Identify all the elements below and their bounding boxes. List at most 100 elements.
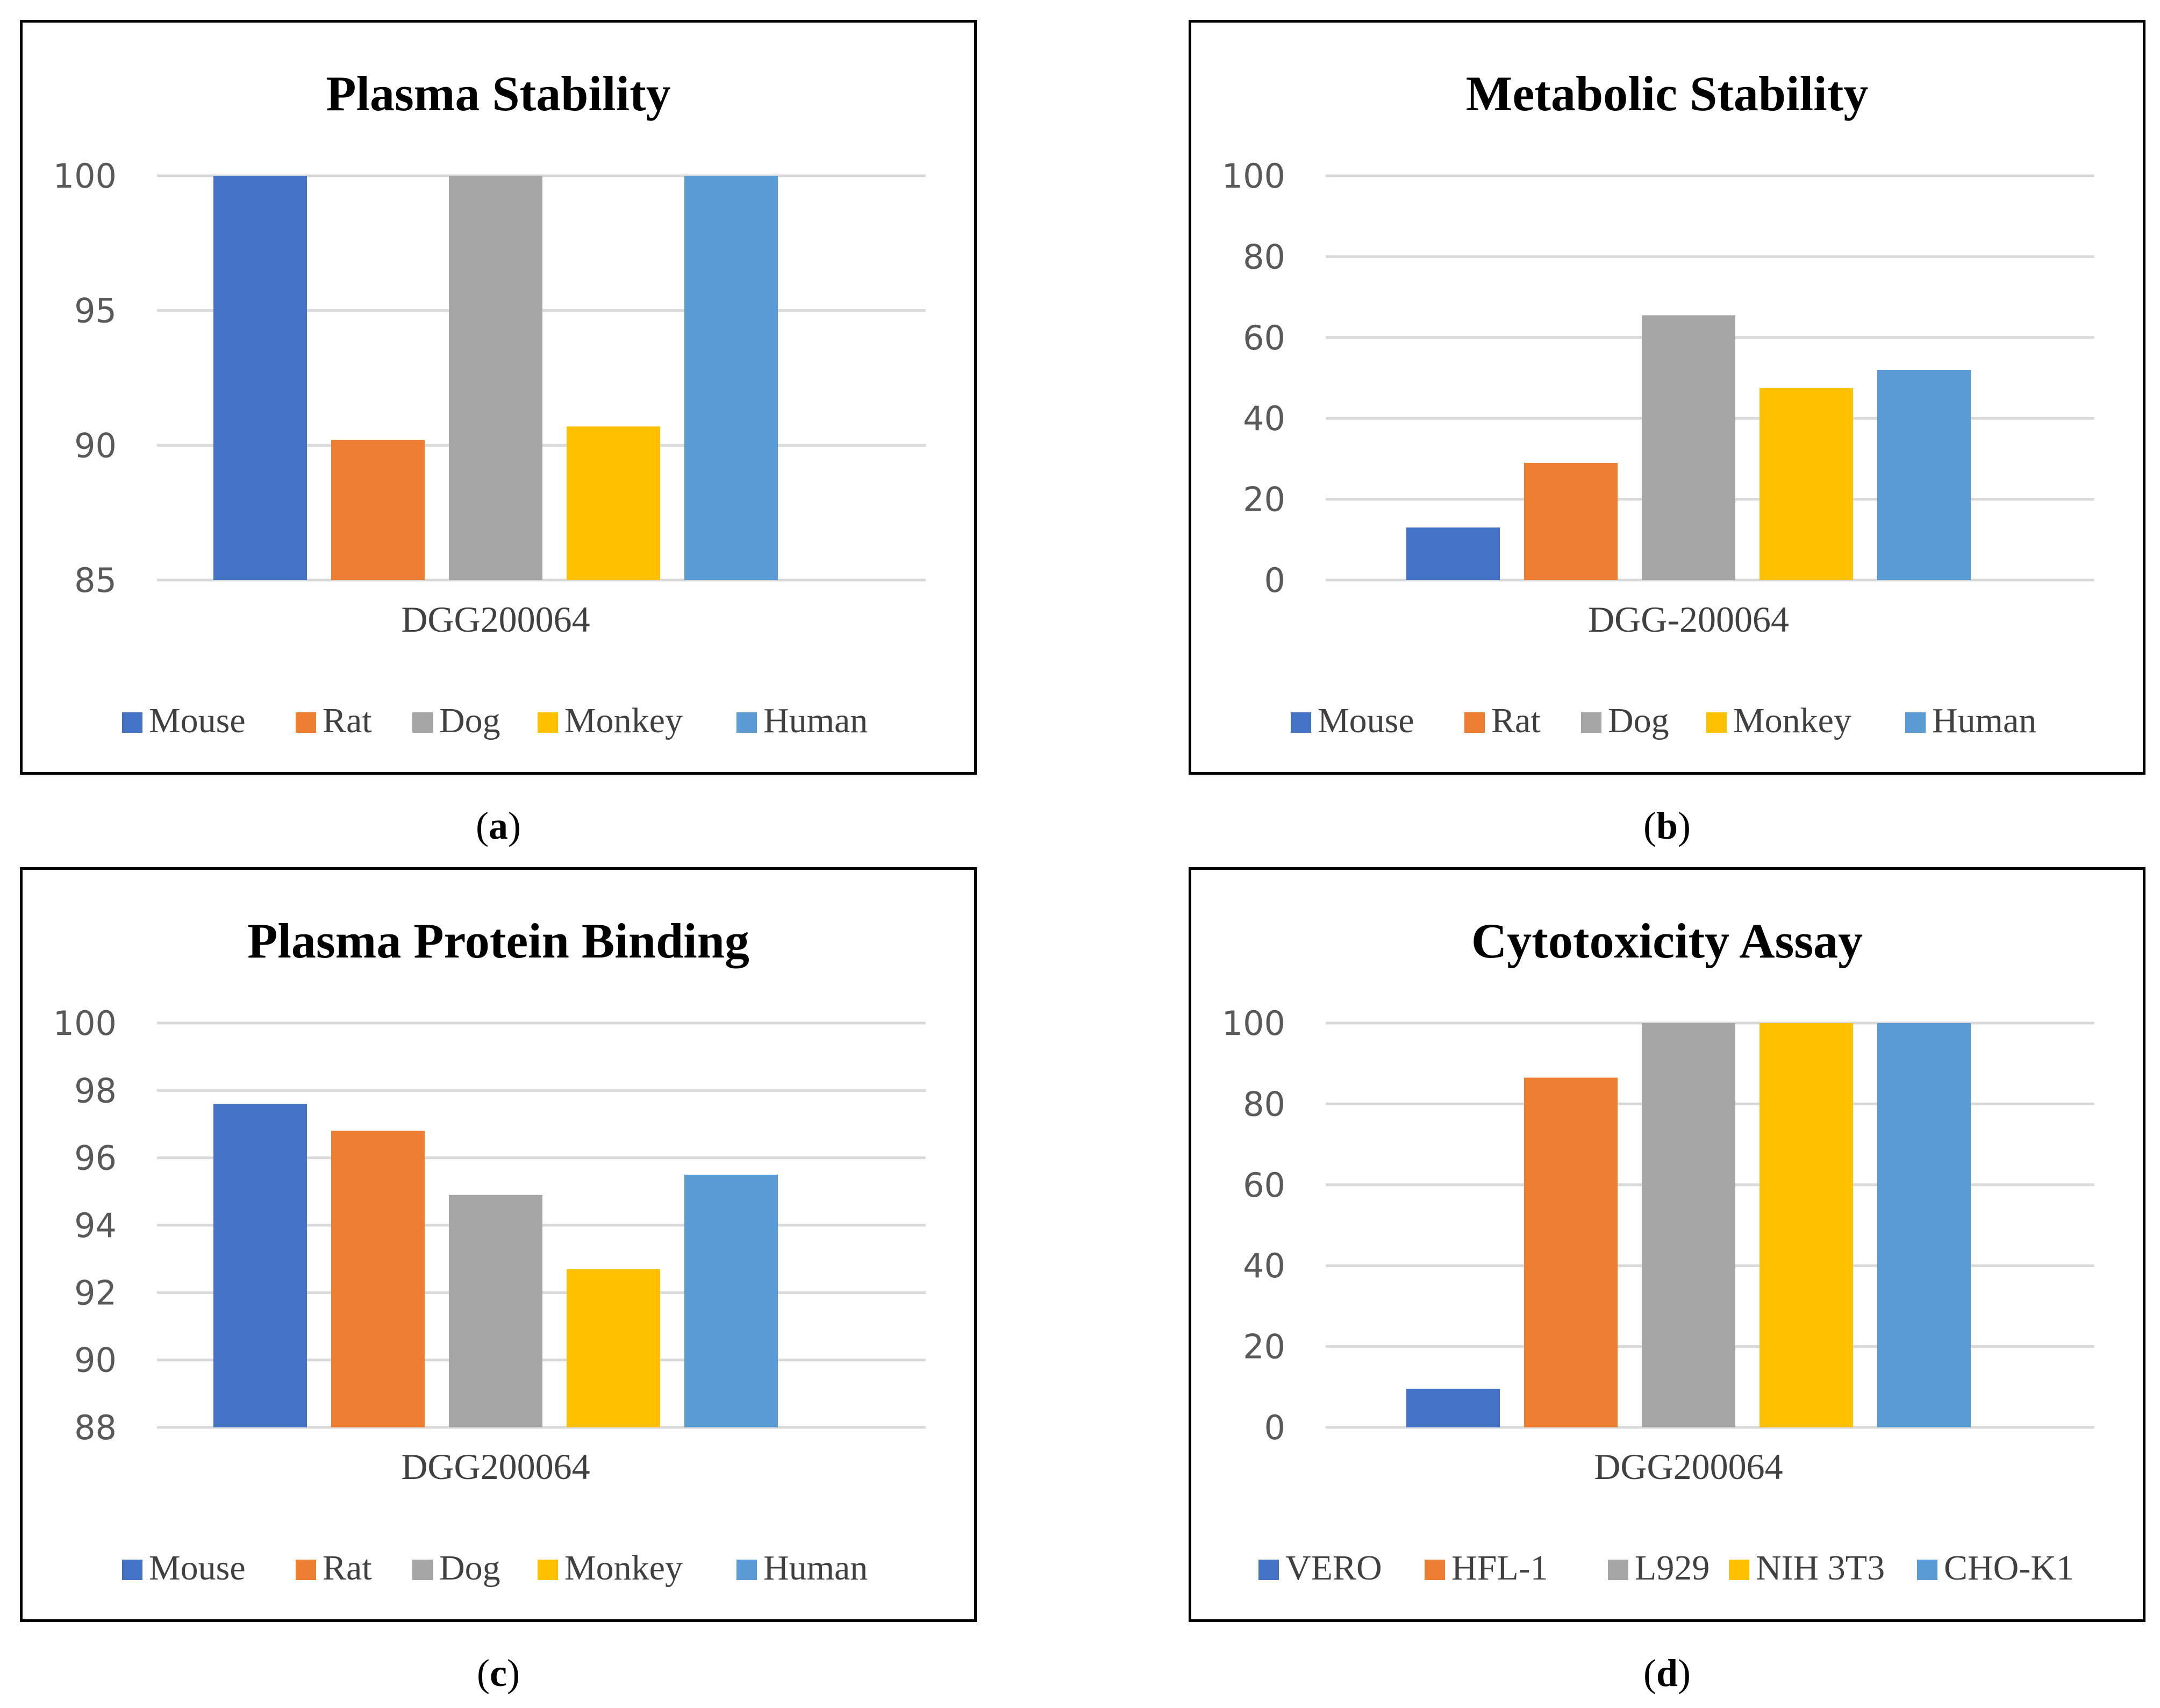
chart-title: Plasma Stability xyxy=(326,66,670,121)
chart-title: Plasma Protein Binding xyxy=(247,913,749,968)
legend-swatch xyxy=(122,712,142,733)
y-tick-label: 0 xyxy=(1264,561,1285,600)
chart-panel-b: Metabolic Stability 0 20 40 60 80 100 DGG-20006… xyxy=(1189,20,2145,775)
panel-caption-c: (c) xyxy=(477,1652,520,1695)
bar-dog xyxy=(449,176,542,580)
legend-swatch xyxy=(1581,712,1601,733)
y-tick-label: 40 xyxy=(1243,399,1285,438)
legend-label: Dog xyxy=(1608,701,1669,740)
bar-monkey xyxy=(1760,388,1853,580)
legend-swatch xyxy=(1608,1560,1628,1580)
legend-swatch xyxy=(296,1560,316,1580)
legend-swatch xyxy=(1425,1560,1445,1580)
bar-cho-k1 xyxy=(1877,1023,1971,1427)
y-tick-label: 85 xyxy=(74,561,117,600)
bar-nih-3t3 xyxy=(1760,1023,1853,1427)
bar-rat xyxy=(1524,462,1618,580)
bar-rat xyxy=(331,440,425,580)
legend-label: VERO xyxy=(1285,1548,1382,1588)
x-category-label: DGG200064 xyxy=(401,1446,590,1487)
y-tick-label: 92 xyxy=(74,1273,117,1312)
bar-l929 xyxy=(1642,1023,1735,1427)
chart-panel-c: Plasma Protein Binding 88 90 92 94 96 98 100 DGG… xyxy=(20,867,977,1622)
x-category-label: DGG200064 xyxy=(1594,1446,1783,1487)
y-tick-label: 90 xyxy=(74,1341,117,1380)
legend-label: Dog xyxy=(439,1548,500,1588)
legend-swatch xyxy=(412,1560,433,1580)
chart-svg-d: Cytotoxicity Assay 0 20 40 60 80 100 DGG200064 V… xyxy=(1222,913,2094,1588)
legend-label: Rat xyxy=(1491,701,1541,740)
legend-swatch xyxy=(296,712,316,733)
bar-rat xyxy=(331,1131,425,1427)
chart-panel-d: Cytotoxicity Assay 0 20 40 60 80 100 DGG200064 V… xyxy=(1189,867,2145,1622)
y-tick-label: 94 xyxy=(74,1206,117,1245)
y-tick-label: 40 xyxy=(1243,1246,1285,1285)
legend-label: Human xyxy=(763,1548,868,1588)
panel-caption-a: (a) xyxy=(476,804,521,847)
bar-dog xyxy=(449,1195,542,1427)
x-category-label: DGG200064 xyxy=(401,599,590,640)
legend-swatch xyxy=(538,1560,558,1580)
legend-swatch xyxy=(1917,1560,1937,1580)
panel-caption-d: (d) xyxy=(1643,1652,1691,1695)
y-tick-label: 100 xyxy=(53,156,117,196)
bar-dog xyxy=(1642,315,1735,580)
legend-label: Dog xyxy=(439,701,500,740)
legend-label: CHO-K1 xyxy=(1944,1548,2074,1588)
y-tick-label: 90 xyxy=(74,426,117,465)
legend-swatch xyxy=(412,712,433,733)
chart-title: Metabolic Stability xyxy=(1466,66,1869,121)
chart-svg-b: Metabolic Stability 0 20 40 60 80 100 DGG-20006… xyxy=(1222,66,2094,740)
y-tick-label: 20 xyxy=(1243,1327,1285,1367)
y-tick-label: 60 xyxy=(1243,1166,1285,1205)
bar-mouse xyxy=(213,176,307,580)
legend-swatch xyxy=(1464,712,1485,733)
bar-hfl-1 xyxy=(1524,1077,1618,1427)
legend-label: Human xyxy=(1932,701,2036,740)
bar-monkey xyxy=(567,426,660,580)
legend-label: Rat xyxy=(323,701,372,740)
legend-label: Monkey xyxy=(564,701,683,740)
legend-swatch xyxy=(736,1560,757,1580)
y-tick-label: 88 xyxy=(74,1408,117,1447)
chart-panel-a: Plasma Stability 85 90 95 100 DGG200064 Mouse R… xyxy=(20,20,977,775)
chart-title: Cytotoxicity Assay xyxy=(1471,913,1863,968)
y-tick-label: 100 xyxy=(1222,156,1285,196)
bar-monkey xyxy=(567,1269,660,1427)
y-tick-label: 98 xyxy=(74,1071,117,1110)
legend-label: HFL-1 xyxy=(1451,1548,1548,1588)
y-tick-label: 0 xyxy=(1264,1408,1285,1447)
x-category-label: DGG-200064 xyxy=(1588,599,1789,640)
legend-label: Rat xyxy=(323,1548,372,1588)
y-tick-label: 20 xyxy=(1243,480,1285,519)
legend-swatch xyxy=(1905,712,1926,733)
legend-swatch xyxy=(736,712,757,733)
bar-vero xyxy=(1406,1389,1500,1427)
bar-mouse xyxy=(1406,527,1500,580)
legend-swatch xyxy=(1258,1560,1279,1580)
bar-human xyxy=(684,176,778,580)
bar-human xyxy=(684,1175,778,1427)
y-tick-label: 80 xyxy=(1243,1084,1285,1124)
legend-label: Mouse xyxy=(1318,701,1414,740)
legend-label: Monkey xyxy=(564,1548,683,1588)
y-tick-label: 80 xyxy=(1243,237,1285,276)
legend-swatch xyxy=(1729,1560,1749,1580)
panel-caption-b: (b) xyxy=(1643,804,1691,847)
y-tick-label: 60 xyxy=(1243,318,1285,358)
bar-mouse xyxy=(213,1104,307,1427)
y-tick-label: 96 xyxy=(74,1139,117,1178)
y-tick-label: 95 xyxy=(74,291,117,331)
legend-label: Mouse xyxy=(149,1548,246,1588)
chart-svg-a: Plasma Stability 85 90 95 100 DGG200064 Mouse R… xyxy=(53,66,926,740)
legend-label: Human xyxy=(763,701,868,740)
bar-human xyxy=(1877,369,1971,580)
legend-label: L929 xyxy=(1635,1548,1710,1588)
legend-label: Mouse xyxy=(149,701,246,740)
y-tick-label: 100 xyxy=(1222,1004,1285,1043)
legend-swatch xyxy=(1291,712,1311,733)
chart-svg-c: Plasma Protein Binding 88 90 92 94 96 98 100 DGG… xyxy=(53,913,926,1588)
y-tick-label: 100 xyxy=(53,1004,117,1043)
legend-swatch xyxy=(538,712,558,733)
legend-swatch xyxy=(1706,712,1727,733)
